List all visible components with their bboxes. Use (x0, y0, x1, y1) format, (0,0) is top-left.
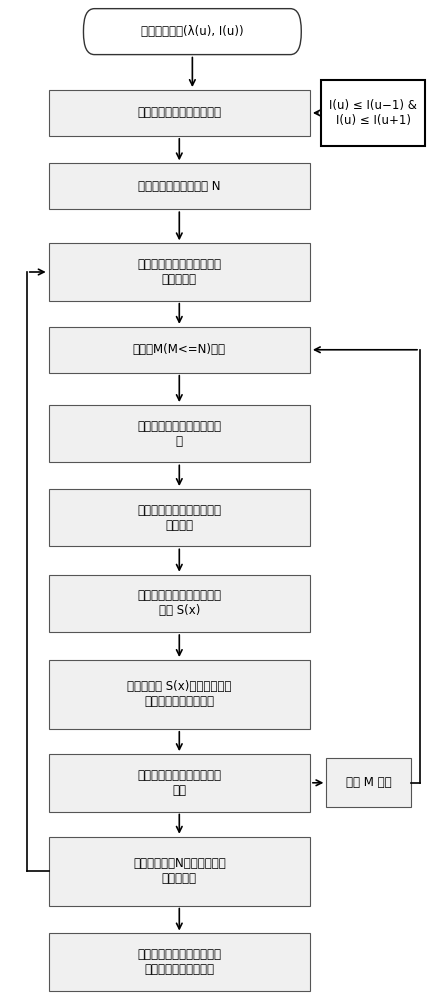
Text: I(u) ≤ I(u−1) &
I(u) ≤ I(u+1): I(u) ≤ I(u−1) & I(u) ≤ I(u+1) (329, 99, 417, 127)
FancyBboxPatch shape (49, 327, 310, 373)
FancyBboxPatch shape (49, 575, 310, 632)
Text: 获得整个波段区域的插値多
项式 S(x): 获得整个波段区域的插値多 项式 S(x) (137, 589, 221, 617)
FancyBboxPatch shape (321, 80, 425, 146)
Text: 定义窗口函数，大小为 N: 定义窗口函数，大小为 N (138, 180, 221, 193)
FancyBboxPatch shape (49, 163, 310, 209)
Text: 选取前M(M<=N)个点: 选取前M(M<=N)个点 (133, 343, 226, 356)
FancyBboxPatch shape (49, 90, 310, 136)
FancyBboxPatch shape (49, 837, 310, 906)
FancyBboxPatch shape (49, 754, 310, 812)
Text: 相邻点比较法获得极小值点: 相邻点比较法获得极小值点 (137, 106, 221, 119)
FancyBboxPatch shape (49, 489, 310, 546)
FancyBboxPatch shape (49, 660, 310, 729)
FancyBboxPatch shape (83, 9, 301, 55)
Text: 改变窗口大小N，应不大于极
小值点个数: 改变窗口大小N，应不大于极 小值点个数 (133, 857, 225, 885)
Text: 依据估计结果计算信背比并
保存: 依据估计结果计算信背比并 保存 (137, 769, 221, 797)
Text: 滑动窗口，遍历所有极小值
点: 滑动窗口，遍历所有极小值 点 (137, 420, 221, 448)
FancyBboxPatch shape (49, 243, 310, 301)
Text: 在窗口内对极小值点按强度
値大小排序: 在窗口内对极小值点按强度 値大小排序 (137, 258, 221, 286)
Text: 对保留下来的极小值点实行
插値计算: 对保留下来的极小值点实行 插値计算 (137, 504, 221, 532)
FancyBboxPatch shape (49, 933, 310, 991)
FancyBboxPatch shape (326, 758, 411, 807)
Text: 依据多项式 S(x)，计算整个波
段内连续背景的估计値: 依据多项式 S(x)，计算整个波 段内连续背景的估计値 (127, 680, 232, 708)
Text: 将信背比最大时对应结果作
为最终连续背景估计値: 将信背比最大时对应结果作 为最终连续背景估计値 (137, 948, 221, 976)
FancyBboxPatch shape (49, 405, 310, 462)
Text: 读取光谱数据(λ(u), I(u)): 读取光谱数据(λ(u), I(u)) (141, 25, 244, 38)
Text: 改变 M 的値: 改变 M 的値 (346, 776, 392, 789)
